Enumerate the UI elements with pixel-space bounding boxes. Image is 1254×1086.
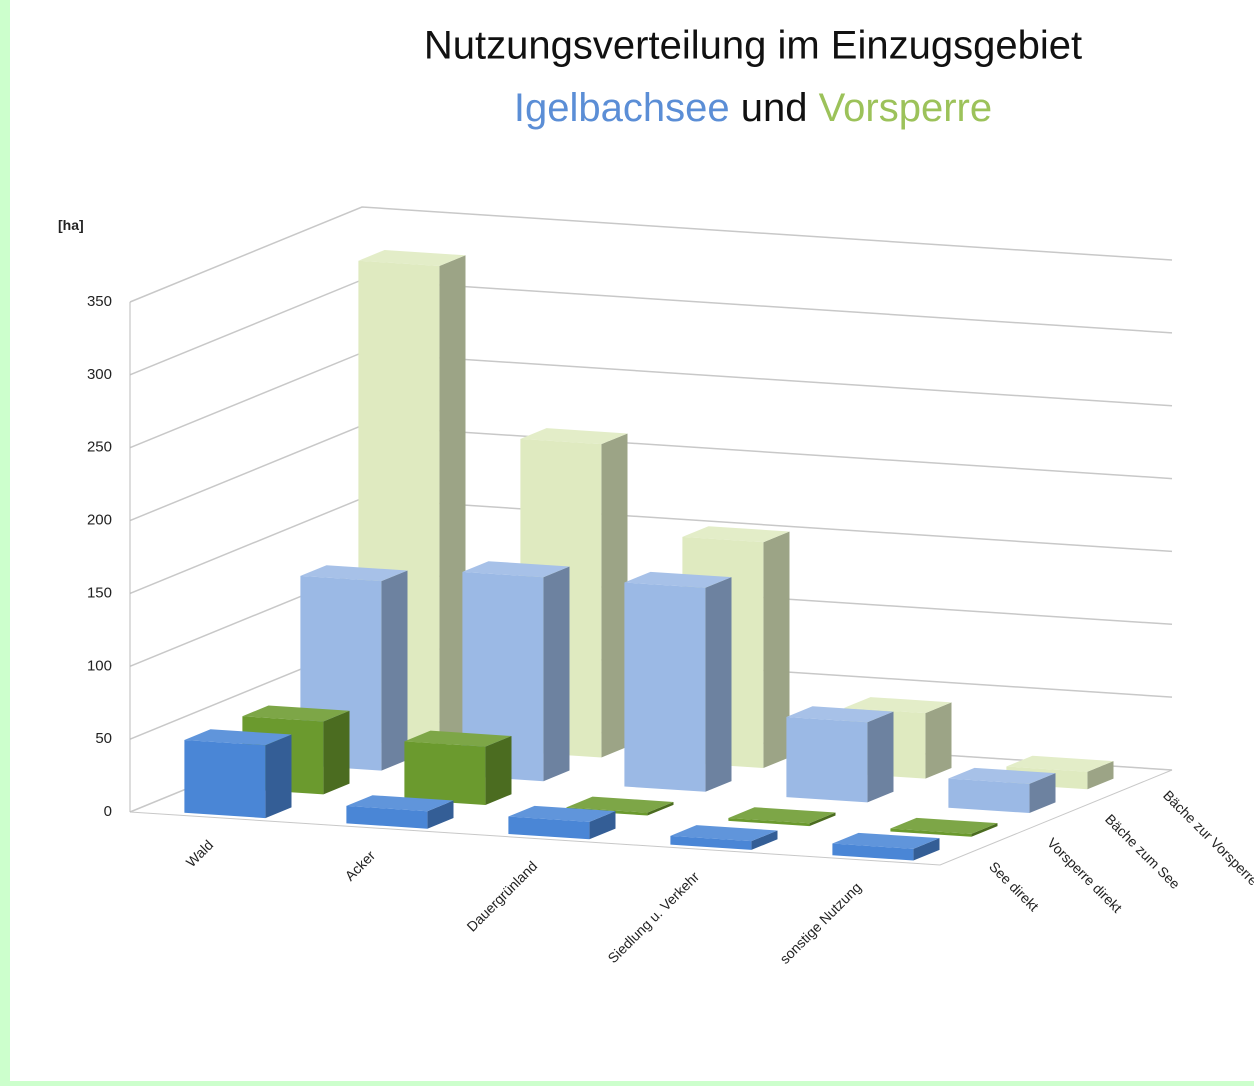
bar-front: [832, 843, 914, 861]
bar-front: [346, 805, 428, 829]
bar-front: [890, 828, 972, 837]
bar: [670, 825, 778, 850]
bar-side: [705, 577, 732, 792]
bar-top: [832, 832, 940, 849]
y-tick-label: 350: [87, 293, 112, 310]
bar-top: [786, 706, 894, 723]
chart: Nutzungsverteilung im Einzugsgebiet Igel…: [58, 24, 1254, 967]
bar-side: [751, 830, 778, 850]
x-tick-label: Dauergrünland: [463, 858, 540, 935]
y-tick-label: 100: [87, 657, 112, 674]
grid-line: [129, 351, 1173, 449]
bar-top: [566, 796, 674, 813]
bar-side: [809, 812, 836, 827]
bar-front: [670, 835, 752, 850]
chart-subtitle: Igelbachsee und Vorsperre: [514, 86, 992, 130]
x-tick-label: sonstige Nutzung: [776, 879, 864, 967]
bar: [832, 832, 940, 861]
bar: [508, 805, 616, 840]
x-tick-label: Siedlung u. Verkehr: [604, 868, 702, 966]
bar-side: [1087, 761, 1114, 790]
bar-side: [543, 566, 570, 782]
subtitle-part: Vorsperre: [819, 86, 992, 130]
bar-top: [300, 565, 408, 582]
grid-line: [129, 279, 1173, 376]
bar-top: [670, 825, 778, 842]
bar-top: [462, 561, 570, 578]
bar-side: [1029, 773, 1056, 814]
bar-side: [265, 734, 292, 819]
bar: [728, 807, 836, 827]
bar-side: [381, 570, 408, 771]
y-tick-label: 200: [87, 512, 112, 529]
legend-label: Bäche zum See: [1102, 811, 1183, 892]
subtitle-part: und: [741, 86, 808, 130]
bar-side: [427, 800, 454, 829]
bar-top: [728, 807, 836, 824]
bar-side: [589, 811, 616, 840]
grid-line: [129, 424, 1173, 522]
bar: [184, 729, 292, 819]
bar-side: [601, 433, 628, 758]
bar-front: [728, 817, 810, 827]
bar-front: [948, 778, 1030, 814]
y-tick-label: 50: [95, 730, 112, 747]
bar-top: [624, 571, 732, 588]
bar: [624, 571, 732, 792]
x-tick-label: Acker: [342, 847, 379, 884]
bar-side: [913, 838, 940, 861]
grid-line: [129, 206, 1173, 303]
bar-top: [948, 767, 1056, 784]
subtitle-part: Igelbachsee: [514, 86, 730, 130]
bar-side: [439, 255, 466, 747]
legend-label: See direkt: [986, 858, 1042, 914]
bar-top: [242, 705, 350, 722]
bar: [786, 706, 894, 803]
bar-top: [520, 428, 628, 445]
bar-top: [184, 729, 292, 746]
bar-top: [1006, 755, 1114, 772]
y-tick-label: 150: [87, 584, 112, 601]
bar: [462, 561, 570, 782]
x-tick-label: Wald: [183, 837, 217, 871]
bar-front: [184, 739, 266, 819]
y-tick-label: 300: [87, 366, 112, 383]
bar-side: [763, 531, 790, 769]
bar-side: [647, 801, 674, 816]
chart-frame: Nutzungsverteilung im Einzugsgebiet Igel…: [10, 0, 1254, 1081]
bar-front: [404, 741, 486, 805]
bar-top: [682, 526, 790, 543]
bar: [948, 767, 1056, 814]
bar-side: [323, 710, 350, 795]
bar-top: [508, 805, 616, 822]
bar-front: [786, 716, 868, 803]
bar-side: [925, 702, 952, 779]
y-tick-label: 0: [104, 803, 112, 820]
bar-top: [358, 250, 466, 266]
bar-top: [844, 697, 952, 714]
bar: [404, 730, 512, 805]
bar-front: [508, 816, 590, 840]
chart-title: Nutzungsverteilung im Einzugsgebiet: [424, 24, 1082, 68]
bar-side: [485, 735, 512, 805]
bar-side: [867, 711, 894, 803]
bar-top: [890, 817, 998, 834]
bar-front: [624, 582, 706, 792]
legend-label: Vorsperre direkt: [1044, 835, 1125, 916]
bar: [346, 795, 454, 829]
bar-top: [346, 795, 454, 812]
bar: [890, 817, 998, 837]
bar-side: [971, 823, 998, 837]
bar-front: [462, 571, 544, 782]
y-axis-label: [ha]: [58, 217, 84, 233]
bar-top: [404, 730, 512, 747]
y-tick-label: 250: [87, 439, 112, 456]
